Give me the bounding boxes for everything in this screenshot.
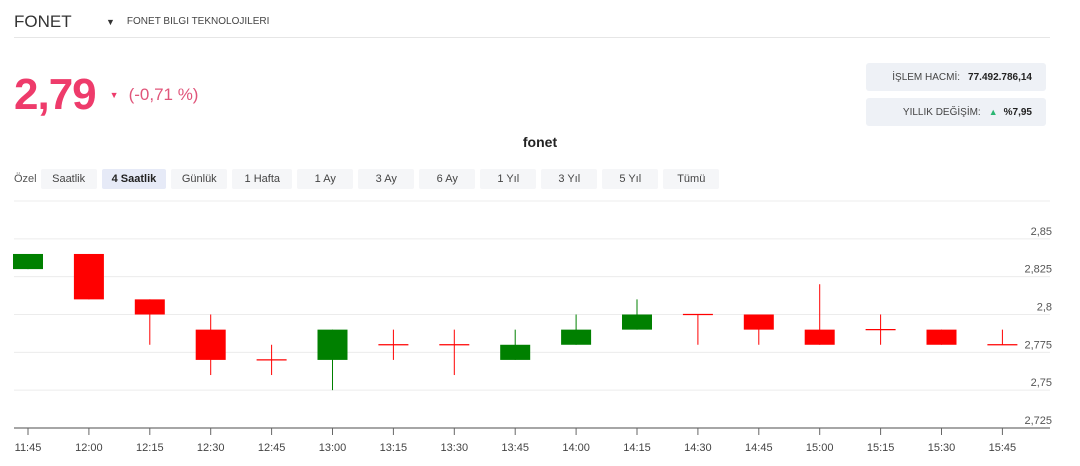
y-tick-label: 2,775 xyxy=(1024,339,1052,351)
custom-range[interactable]: Özel xyxy=(14,173,37,185)
x-tick-label: 13:00 xyxy=(319,442,347,454)
y-tick-label: 2,825 xyxy=(1024,264,1052,276)
quote: 2,79 ▼ (-0,71 %) xyxy=(14,70,198,120)
header: FONET ▼ FONET BILGI TEKNOLOJILERI xyxy=(14,6,1050,38)
candle-body xyxy=(561,329,592,345)
range-tab[interactable]: 1 Hafta xyxy=(232,169,293,189)
x-tick-label: 13:30 xyxy=(441,442,469,454)
range-tab[interactable]: 3 Yıl xyxy=(541,169,598,189)
x-tick-label: 15:00 xyxy=(806,442,834,454)
x-tick-label: 15:45 xyxy=(989,442,1017,454)
x-tick-label: 12:30 xyxy=(197,442,225,454)
candle-body xyxy=(317,329,348,360)
range-tab[interactable]: Tümü xyxy=(663,169,720,189)
y-tick-label: 2,8 xyxy=(1037,302,1052,314)
candlestick-chart: 2,85 2,825 2,8 2,775 2,75 2,725 11:45 12:00 12:1… xyxy=(13,200,1052,454)
yearly-change-label: YILLIK DEĞİŞİM: xyxy=(902,106,981,118)
y-tick-label: 2,75 xyxy=(1031,377,1052,389)
candle-body xyxy=(743,314,774,330)
candle-body xyxy=(926,329,957,345)
range-tab[interactable]: Günlük xyxy=(171,169,228,189)
x-tick-label: 14:00 xyxy=(562,442,590,454)
x-tick-label: 14:45 xyxy=(745,442,773,454)
range-tab[interactable]: 1 Ay xyxy=(297,169,354,189)
down-arrow-icon: ▼ xyxy=(109,90,119,100)
x-tick-label: 11:45 xyxy=(15,442,42,454)
x-tick-label: 14:15 xyxy=(623,442,651,454)
candle-body xyxy=(13,253,43,270)
caret-down-icon[interactable]: ▼ xyxy=(106,16,115,27)
candle-body xyxy=(134,299,165,315)
company-name: FONET BILGI TEKNOLOJILERI xyxy=(126,16,270,27)
candle-body xyxy=(195,329,226,360)
range-tab[interactable]: 3 Ay xyxy=(358,169,415,189)
candle-body xyxy=(73,253,104,300)
candle-body xyxy=(804,329,835,345)
up-arrow-icon: ▲ xyxy=(988,107,998,117)
candle-body xyxy=(622,314,652,330)
chart-title: fonet xyxy=(522,134,558,150)
yearly-change-stat: YILLIK DEĞİŞİM: ▲ %7,95 xyxy=(866,98,1046,126)
y-tick-label: 2,85 xyxy=(1031,226,1052,238)
volume-value: 77.492.786,14 xyxy=(968,71,1032,83)
range-tab[interactable]: 5 Yıl xyxy=(602,169,659,189)
symbol: FONET xyxy=(14,11,72,31)
yearly-change-value: %7,95 xyxy=(1003,106,1032,118)
price-value: 2,79 xyxy=(14,70,97,119)
x-tick-label: 13:45 xyxy=(501,442,529,454)
range-tab[interactable]: 1 Yıl xyxy=(480,169,537,189)
candle-body xyxy=(500,344,531,360)
x-tick-label: 13:15 xyxy=(380,442,408,454)
volume-stat: İŞLEM HACMİ: 77.492.786,14 xyxy=(866,63,1046,91)
x-tick-label: 15:15 xyxy=(867,442,895,454)
change-percent: (-0,71 %) xyxy=(128,85,199,104)
x-tick-label: 12:00 xyxy=(75,442,103,454)
x-tick-label: 12:45 xyxy=(258,442,286,454)
volume-label: İŞLEM HACMİ: xyxy=(892,71,961,83)
x-tick-label: 14:30 xyxy=(684,442,712,454)
x-tick-label: 12:15 xyxy=(136,442,164,454)
range-tabs: Özel Saatlik 4 Saatlik Günlük 1 Hafta 1 Ay 3 … xyxy=(14,169,724,189)
range-tab[interactable]: Saatlik xyxy=(40,169,97,189)
x-tick-label: 15:30 xyxy=(928,442,956,454)
y-tick-label: 2,725 xyxy=(1024,415,1052,427)
range-tab[interactable]: 6 Ay xyxy=(419,169,476,189)
range-tab[interactable]: 4 Saatlik xyxy=(101,169,167,189)
